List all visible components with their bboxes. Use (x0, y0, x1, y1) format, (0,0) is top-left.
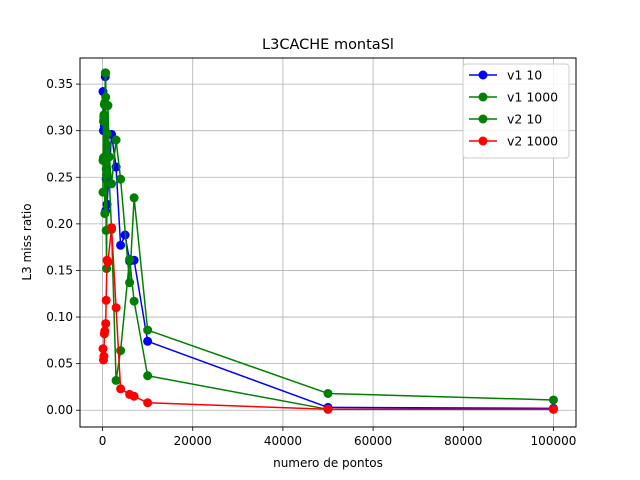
plot-frame (79, 57, 577, 428)
x-tick-label: 0 (99, 434, 107, 448)
data-point (143, 371, 153, 381)
y-tick-label: 0.35 (46, 77, 73, 91)
data-point (98, 187, 108, 197)
series-3 (98, 223, 558, 414)
x-axis-ticks: 0 20000 40000 60000 80000 100000 (99, 427, 577, 448)
x-tick-label: 60000 (354, 434, 392, 448)
data-point (101, 68, 111, 78)
data-point (548, 395, 558, 405)
legend-label: v2 1000 (507, 134, 558, 149)
data-point (99, 115, 109, 124)
legend: v1 10 v1 1000 v2 10 v2 1000 (462, 63, 570, 159)
data-point (323, 404, 333, 414)
data-point (129, 391, 139, 401)
legend-item: v1 10 (469, 68, 542, 83)
data-point (102, 169, 112, 179)
x-axis-label: numero de pontos (273, 456, 383, 470)
data-point (107, 179, 117, 189)
data-point (101, 295, 111, 305)
data-point (102, 128, 112, 138)
legend-marker (478, 136, 488, 146)
data-point (143, 325, 153, 335)
y-tick-label: 0.20 (46, 217, 73, 231)
y-axis-ticks: 0.00 0.05 0.10 0.15 0.20 0.25 0.30 0.35 (46, 77, 80, 417)
data-point (548, 404, 558, 414)
legend-label: v2 10 (507, 112, 542, 127)
data-point (323, 388, 333, 398)
data-point (100, 98, 110, 108)
series-2 (98, 68, 558, 414)
y-tick-label: 0.15 (46, 263, 73, 277)
data-point (100, 209, 110, 219)
y-tick-label: 0.30 (46, 124, 73, 138)
data-point (125, 254, 135, 264)
data-point (116, 384, 126, 394)
data-point (143, 336, 153, 346)
x-tick-label: 20000 (174, 434, 212, 448)
legend-box (462, 63, 570, 159)
data-point (116, 240, 126, 250)
data-point (111, 303, 121, 313)
data-point (129, 193, 139, 203)
legend-item: v1 1000 (469, 90, 558, 105)
data-point (129, 296, 139, 306)
series-line (102, 72, 554, 411)
series-line (102, 226, 554, 411)
data-point (111, 135, 121, 145)
data-point (101, 319, 111, 329)
legend-marker (478, 92, 488, 102)
x-tick-label: 40000 (264, 434, 302, 448)
legend-item: v2 10 (469, 112, 542, 127)
data-point (107, 223, 117, 233)
data-point (103, 257, 113, 267)
legend-marker (478, 70, 488, 80)
legend-label: v1 10 (507, 68, 542, 83)
data-point (111, 375, 121, 385)
legend-item: v2 1000 (469, 134, 558, 149)
legend-label: v1 1000 (507, 90, 558, 105)
x-tick-label: 100000 (531, 434, 577, 448)
plot-series (98, 68, 558, 414)
data-point (143, 398, 153, 408)
data-point (99, 351, 109, 361)
data-point (116, 174, 126, 184)
data-point (98, 153, 108, 163)
y-tick-label: 0.10 (46, 310, 73, 324)
x-tick-label: 80000 (444, 434, 482, 448)
data-point (100, 326, 110, 336)
y-axis-label: L3 miss ratio (20, 203, 34, 280)
y-tick-label: 0.25 (46, 170, 73, 184)
chart-title: L3CACHE montaSl (262, 37, 394, 53)
data-point (116, 346, 126, 356)
data-point (98, 344, 108, 354)
legend-marker (478, 114, 488, 124)
y-tick-label: 0.05 (46, 357, 73, 371)
y-tick-label: 0.00 (46, 403, 73, 417)
